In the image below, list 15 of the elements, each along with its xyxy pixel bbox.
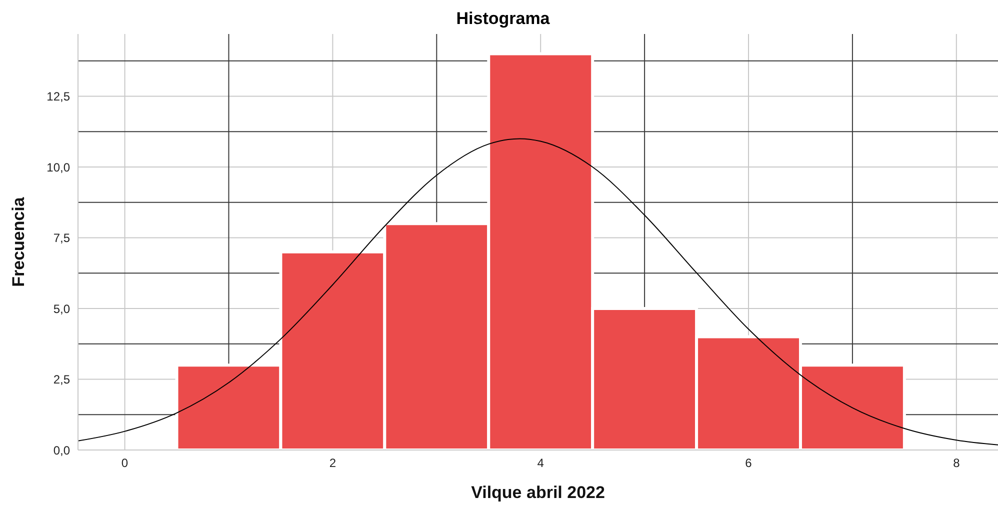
x-tick-label: 4 [536,456,545,470]
chart-title: Histograma [455,8,551,30]
y-tick-label: 7,5 [53,231,70,246]
y-tick-label: 5,0 [53,302,70,316]
x-tick-label: 0 [120,456,130,470]
y-tick-label: 10,0 [46,160,70,174]
y-axis-title: Frecuencia [9,196,28,287]
x-tick-label: 8 [952,456,961,470]
x-axis-title: Vilque abril 2022 [471,483,605,502]
y-tick-label: 2,5 [53,372,70,387]
line-series [78,138,998,446]
y-tick-label: 12,5 [46,90,70,104]
y-tick-label: 0,0 [53,443,70,458]
x-tick-label: 6 [744,456,753,470]
x-tick-label: 2 [328,456,338,470]
